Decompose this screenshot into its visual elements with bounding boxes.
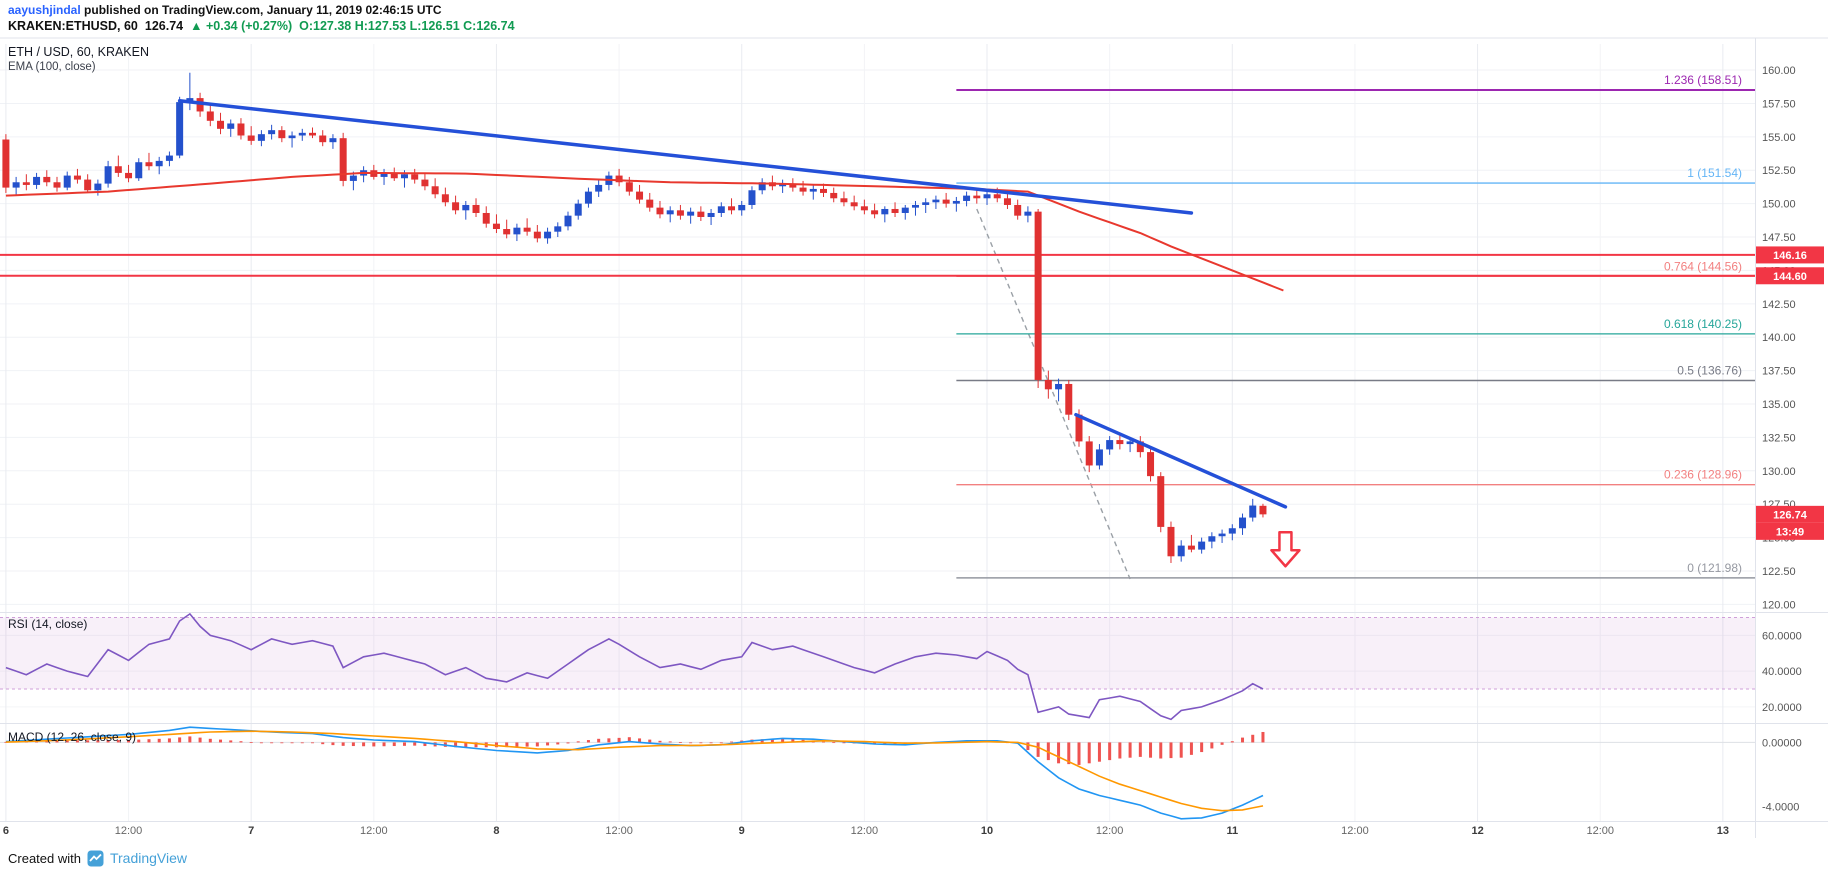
symbol-header: KRAKEN:ETHUSD, 60 126.74 ▲ +0.34 (+0.27%) O…: [8, 19, 522, 33]
svg-text:1.236 (158.51): 1.236 (158.51): [1664, 73, 1742, 87]
down-arrow-annotation[interactable]: [1270, 531, 1301, 568]
rsi-band: [0, 616, 1755, 690]
price-badges: 146.16 144.60 126.74 13:49: [1756, 246, 1824, 540]
publish-info: published on TradingView.com, January 11…: [80, 3, 442, 17]
macd-series: [4, 726, 1265, 820]
chart-legend-symbol[interactable]: ETH / USD, 60, KRAKEN: [8, 45, 150, 59]
svg-text:140.00: 140.00: [1762, 332, 1796, 344]
author-link[interactable]: aayushjindal: [8, 3, 81, 17]
footer: Created with TradingView: [8, 848, 187, 868]
svg-text:0.764 (144.56): 0.764 (144.56): [1664, 259, 1742, 273]
svg-text:12:00: 12:00: [1096, 825, 1124, 837]
svg-text:13:49: 13:49: [1776, 526, 1804, 538]
chart-legend-rsi[interactable]: RSI (14, close): [8, 617, 88, 631]
price-axis[interactable]: 160.00157.50155.00152.50150.00147.50145.…: [1762, 65, 1802, 814]
svg-text:144.60: 144.60: [1773, 271, 1807, 283]
time-axis[interactable]: 6 12:00 7 12:00 8 12:00 9 12:00 10 12:00 11 12:00 12…: [3, 825, 1729, 837]
trend-lines[interactable]: [177, 99, 1288, 509]
svg-text:40.0000: 40.0000: [1762, 666, 1802, 678]
tradingview-logo-icon[interactable]: [87, 850, 104, 867]
svg-text:20.0000: 20.0000: [1762, 702, 1802, 714]
svg-text:157.50: 157.50: [1762, 98, 1796, 110]
ohlc-values: O:127.38 H:127.53 L:126.51 C:126.74: [299, 19, 515, 33]
svg-text:160.00: 160.00: [1762, 65, 1796, 77]
svg-text:150.00: 150.00: [1762, 199, 1796, 211]
tradingview-brand-link[interactable]: TradingView: [109, 850, 188, 866]
rsi-line: [5, 612, 1264, 721]
svg-text:122.50: 122.50: [1762, 566, 1796, 578]
price-change: ▲ +0.34 (+0.27%): [190, 19, 293, 33]
svg-text:6: 6: [3, 825, 9, 837]
svg-text:13: 13: [1717, 825, 1729, 837]
candles: [2, 72, 1267, 563]
last-price: 126.74: [144, 19, 184, 33]
svg-text:12:00: 12:00: [1586, 825, 1614, 837]
svg-text:132.50: 132.50: [1762, 432, 1796, 444]
svg-text:12: 12: [1471, 825, 1483, 837]
svg-text:147.50: 147.50: [1762, 232, 1796, 244]
svg-text:0.618 (140.25): 0.618 (140.25): [1664, 317, 1742, 331]
svg-text:12:00: 12:00: [115, 825, 143, 837]
dashed-decline-line[interactable]: [976, 208, 1131, 580]
svg-text:12:00: 12:00: [1341, 825, 1369, 837]
svg-text:8: 8: [493, 825, 499, 837]
svg-text:130.00: 130.00: [1762, 466, 1796, 478]
svg-text:152.50: 152.50: [1762, 165, 1796, 177]
svg-text:0 (121.98): 0 (121.98): [1687, 561, 1742, 575]
grid: [0, 44, 1755, 821]
created-with-label: Created with: [8, 850, 81, 866]
pane-separators: [0, 37, 1828, 838]
svg-text:-4.0000: -4.0000: [1762, 802, 1799, 814]
svg-text:9: 9: [739, 825, 745, 837]
svg-text:10: 10: [981, 825, 993, 837]
svg-text:135.00: 135.00: [1762, 399, 1796, 411]
horizontal-price-lines[interactable]: [0, 253, 1755, 277]
svg-text:60.0000: 60.0000: [1762, 630, 1802, 642]
svg-text:126.74: 126.74: [1773, 509, 1808, 521]
svg-text:7: 7: [248, 825, 254, 837]
svg-text:155.00: 155.00: [1762, 132, 1796, 144]
svg-text:1 (151.54): 1 (151.54): [1687, 166, 1742, 180]
svg-text:0.00000: 0.00000: [1762, 737, 1802, 749]
svg-text:11: 11: [1226, 825, 1238, 837]
svg-text:0.236 (128.96): 0.236 (128.96): [1664, 468, 1742, 482]
symbol-title[interactable]: KRAKEN:ETHUSD, 60: [8, 19, 138, 33]
svg-text:12:00: 12:00: [605, 825, 633, 837]
svg-text:137.50: 137.50: [1762, 366, 1796, 378]
svg-text:0.5 (136.76): 0.5 (136.76): [1677, 363, 1742, 377]
svg-text:146.16: 146.16: [1773, 250, 1807, 262]
fib-retracement[interactable]: 1.236 (158.51) 1 (151.54) 0.764 (144.56) 0.…: [956, 73, 1755, 579]
svg-text:12:00: 12:00: [360, 825, 388, 837]
ema-line: [5, 171, 1284, 292]
svg-text:12:00: 12:00: [851, 825, 879, 837]
chart-legend-macd[interactable]: MACD (12, 26, close, 9): [8, 730, 137, 744]
chart-legend-ema[interactable]: EMA (100, close): [8, 61, 96, 73]
svg-text:120.00: 120.00: [1762, 599, 1796, 611]
publish-header: aayushjindal published on TradingView.co…: [8, 3, 442, 17]
svg-text:142.50: 142.50: [1762, 299, 1796, 311]
